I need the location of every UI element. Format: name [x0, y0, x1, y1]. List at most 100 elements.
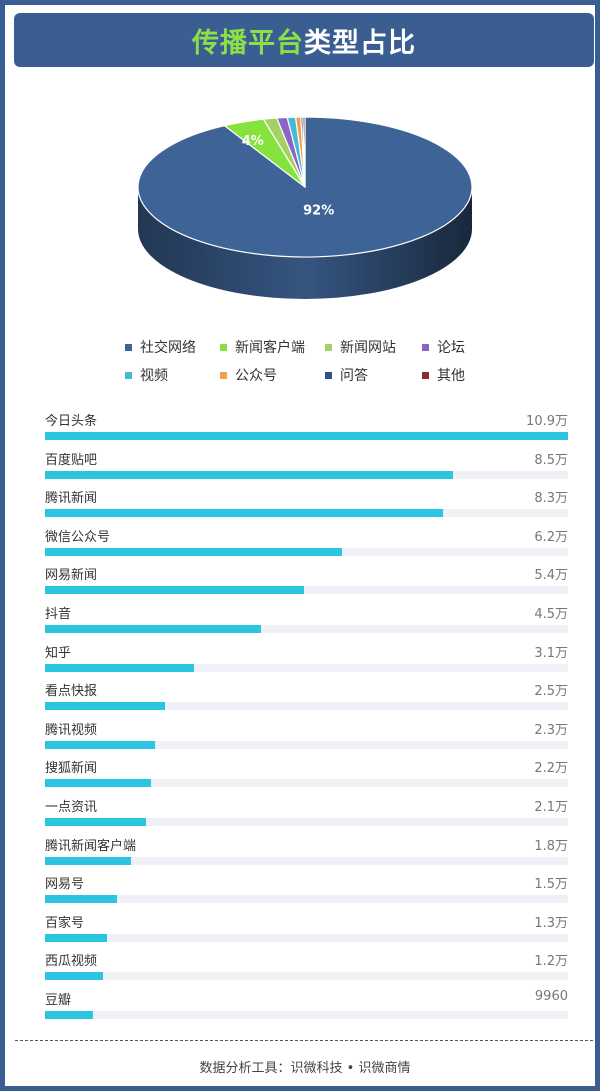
bar-track [45, 779, 568, 788]
footer-credit: 数据分析工具：识微科技 • 识微商情 [199, 1061, 411, 1076]
legend-item: 公众号 [220, 365, 325, 385]
legend-label: 公众号 [235, 368, 277, 384]
bar-row: 今日头条 10.9万 [45, 410, 568, 449]
bar-row: 抖音 4.5万 [45, 603, 568, 642]
bar-fill [45, 817, 146, 826]
bar-value-label: 3.1万 [534, 645, 568, 661]
bar-category-label: 百家号 [45, 915, 85, 931]
bar-value-label: 2.3万 [534, 722, 568, 738]
legend-item: 新闻网站 [325, 337, 422, 357]
bar-category-label: 看点快报 [45, 684, 98, 700]
bar-track [45, 470, 568, 479]
bar-value-label: 1.8万 [534, 838, 568, 854]
bar-category-label: 搜狐新闻 [45, 761, 98, 777]
bar-track [45, 624, 568, 633]
bar-row: 腾讯新闻客户端 1.8万 [45, 835, 568, 874]
bar-row: 看点快报 2.5万 [45, 680, 568, 719]
bar-track [45, 895, 568, 904]
bar-value-label: 2.5万 [534, 684, 568, 700]
legend-label: 视频 [140, 368, 168, 384]
bar-fill [45, 547, 343, 556]
legend-swatch [125, 371, 132, 379]
legend-swatch [422, 343, 429, 351]
legend-label: 社交网络 [140, 340, 196, 356]
bar-fill [45, 624, 261, 633]
bar-category-label: 网易新闻 [45, 568, 98, 584]
pie-slice-7 [302, 116, 306, 188]
bar-value-label: 8.3万 [534, 491, 568, 507]
title-bar: 传播平台 类型占比 [14, 13, 594, 67]
bar-track [45, 856, 568, 865]
bar-category-label: 腾讯新闻 [45, 491, 98, 507]
legend-label: 新闻客户端 [235, 340, 305, 356]
bar-track [45, 702, 568, 711]
bar-fill [45, 933, 108, 942]
bar-track [45, 740, 568, 749]
bar-category-label: 知乎 [45, 645, 72, 661]
pie-chart: 92% 4% [5, 75, 600, 325]
bar-track [45, 547, 568, 556]
bar-value-label: 2.1万 [534, 799, 568, 815]
legend-item: 其他 [422, 365, 512, 385]
legend-swatch [125, 343, 132, 351]
bar-fill [45, 509, 444, 518]
bar-track [45, 1010, 568, 1019]
bar-track [45, 663, 568, 672]
bar-value-label: 6.2万 [534, 529, 568, 545]
title-accent: 传播平台 [192, 27, 304, 59]
bar-value-label: 1.5万 [534, 877, 568, 893]
bar-value-label: 2.2万 [534, 761, 568, 777]
bar-category-label: 网易号 [45, 877, 85, 893]
bar-track [45, 432, 568, 440]
pie-side-0 [138, 187, 472, 299]
bar-fill [45, 972, 103, 981]
bar-row: 百家号 1.3万 [45, 912, 568, 951]
legend-label: 其他 [437, 368, 465, 384]
bar-fill [45, 856, 132, 865]
legend-item: 社交网络 [125, 337, 220, 357]
legend-swatch [220, 371, 227, 379]
legend-item: 视频 [125, 365, 220, 385]
bar-value-label: 5.4万 [534, 568, 568, 584]
bar-category-label: 抖音 [45, 606, 72, 622]
bar-row: 知乎 3.1万 [45, 642, 568, 681]
bar-category-label: 西瓜视频 [45, 954, 98, 970]
legend-item: 新闻客户端 [220, 337, 325, 357]
bar-category-label: 腾讯视频 [45, 722, 98, 738]
bar-row: 腾讯新闻 8.3万 [45, 487, 568, 526]
bar-track [45, 817, 568, 826]
legend-swatch [325, 371, 332, 379]
bar-value-label: 1.2万 [534, 954, 568, 970]
bar-category-label: 一点资讯 [45, 799, 98, 815]
legend-label: 论坛 [437, 340, 465, 356]
pie-legend: 社交网络 新闻客户端 新闻网站 论坛视频 公众号 问答 其他 [125, 337, 525, 385]
legend-swatch [422, 371, 429, 379]
bar-track [45, 933, 568, 942]
footer-divider [15, 1040, 593, 1041]
bar-row: 豆瓣 9960 [45, 989, 568, 1028]
bar-row: 微信公众号 6.2万 [45, 526, 568, 565]
bar-track [45, 586, 568, 595]
bar-row: 腾讯视频 2.3万 [45, 719, 568, 758]
bar-fill [45, 779, 151, 788]
bar-row: 西瓜视频 1.2万 [45, 950, 568, 989]
bar-value-label: 10.9万 [526, 414, 568, 429]
bar-fill [45, 702, 165, 711]
legend-label: 新闻网站 [340, 340, 396, 356]
bar-row: 一点资讯 2.1万 [45, 796, 568, 835]
bar-value-label: 9960 [534, 988, 568, 1004]
bar-fill [45, 740, 156, 749]
legend-label: 问答 [340, 368, 368, 384]
bar-category-label: 微信公众号 [45, 529, 111, 545]
bar-row: 搜狐新闻 2.2万 [45, 757, 568, 796]
legend-swatch [325, 343, 332, 351]
bar-category-label: 豆瓣 [45, 992, 72, 1008]
bar-row: 百度贴吧 8.5万 [45, 449, 568, 488]
bar-category-label: 腾讯新闻客户端 [45, 838, 137, 854]
pie-data-label-0: 92% [303, 203, 334, 218]
bar-fill [45, 895, 117, 904]
bar-track [45, 972, 568, 981]
bar-fill [45, 432, 568, 440]
legend-item: 问答 [325, 365, 422, 385]
